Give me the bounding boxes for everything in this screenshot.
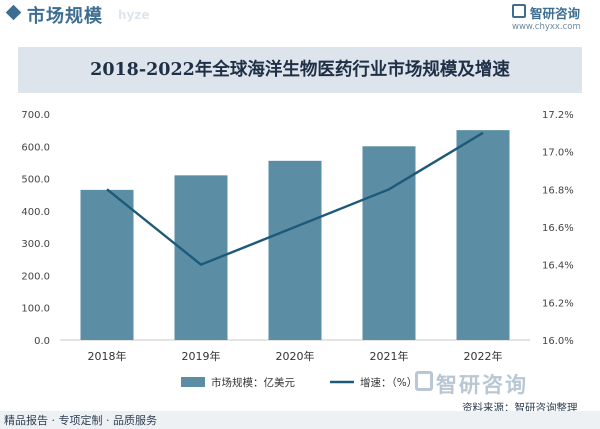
y-left-tick-label: 500.0 bbox=[21, 175, 50, 186]
brand-logo-icon bbox=[512, 4, 526, 18]
header-watermark: hyze bbox=[118, 8, 150, 22]
x-tick-label: 2019年 bbox=[182, 349, 221, 363]
footer-tagline: 精品报告 · 专项定制 · 品质服务 bbox=[4, 414, 157, 427]
y-right-tick-label: 16.8% bbox=[542, 185, 574, 196]
legend-label-bar: 市场规模：亿美元 bbox=[211, 376, 295, 389]
chart-title: 2018-2022年全球海洋生物医药行业市场规模及增速 bbox=[90, 60, 510, 80]
legend-label-line: 增速：（%） bbox=[360, 376, 417, 389]
chart-title-band: 2018-2022年全球海洋生物医药行业市场规模及增速 bbox=[18, 47, 582, 93]
y-right-tick-label: 17.2% bbox=[542, 110, 574, 121]
y-left-tick-label: 100.0 bbox=[21, 304, 50, 315]
legend-swatch-bar bbox=[181, 377, 205, 387]
y-right-tick-label: 16.0% bbox=[542, 336, 574, 347]
y-left-tick-label: 200.0 bbox=[21, 271, 50, 282]
y-right-tick-label: 16.4% bbox=[542, 261, 574, 272]
x-tick-label: 2022年 bbox=[464, 349, 503, 363]
x-tick-label: 2018年 bbox=[88, 349, 127, 363]
y-right-tick-label: 16.6% bbox=[542, 223, 574, 234]
watermark-brand: 智研咨询 bbox=[436, 373, 528, 397]
brand-url: www.chyxx.com bbox=[512, 22, 581, 32]
y-right-tick-label: 17.0% bbox=[542, 148, 574, 159]
bar-2 bbox=[268, 160, 322, 340]
y-left-tick-label: 400.0 bbox=[21, 207, 50, 218]
y-right-tick-label: 16.2% bbox=[542, 298, 574, 309]
page-title: 市场规模 bbox=[27, 6, 103, 27]
y-left-tick-label: 0.0 bbox=[34, 336, 50, 347]
brand-name: 智研咨询 bbox=[530, 6, 581, 21]
x-tick-label: 2021年 bbox=[370, 349, 409, 363]
bar-4 bbox=[456, 130, 510, 340]
x-tick-label: 2020年 bbox=[276, 349, 315, 363]
page-header: 市场规模 hyze 智研咨询 www.chyxx.com bbox=[0, 0, 600, 32]
watermark-logo-icon bbox=[415, 371, 433, 391]
bar-3 bbox=[362, 146, 416, 340]
footer-bar: 精品报告 · 专项定制 · 品质服务 bbox=[0, 411, 600, 429]
y-left-tick-label: 700.0 bbox=[21, 110, 50, 121]
bar-0 bbox=[80, 189, 134, 340]
y-left-tick-label: 600.0 bbox=[21, 142, 50, 153]
y-left-tick-label: 300.0 bbox=[21, 239, 50, 250]
